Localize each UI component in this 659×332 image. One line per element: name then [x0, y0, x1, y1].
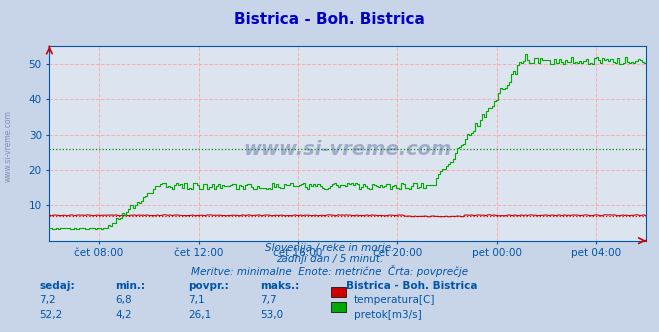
Text: pretok[m3/s]: pretok[m3/s]	[354, 310, 422, 320]
Text: 7,1: 7,1	[188, 295, 204, 305]
Text: Meritve: minimalne  Enote: metrične  Črta: povprečje: Meritve: minimalne Enote: metrične Črta:…	[191, 265, 468, 277]
Text: 53,0: 53,0	[260, 310, 283, 320]
Text: maks.:: maks.:	[260, 281, 300, 290]
Text: 6,8: 6,8	[115, 295, 132, 305]
Text: min.:: min.:	[115, 281, 146, 290]
Text: Bistrica - Boh. Bistrica: Bistrica - Boh. Bistrica	[346, 281, 478, 290]
Text: 7,7: 7,7	[260, 295, 277, 305]
Text: www.si-vreme.com: www.si-vreme.com	[243, 140, 452, 159]
Text: 26,1: 26,1	[188, 310, 211, 320]
Text: 7,2: 7,2	[40, 295, 56, 305]
Text: 4,2: 4,2	[115, 310, 132, 320]
Text: 52,2: 52,2	[40, 310, 63, 320]
Text: Bistrica - Boh. Bistrica: Bistrica - Boh. Bistrica	[234, 12, 425, 27]
Text: temperatura[C]: temperatura[C]	[354, 295, 436, 305]
Text: povpr.:: povpr.:	[188, 281, 229, 290]
Text: sedaj:: sedaj:	[40, 281, 75, 290]
Text: www.si-vreme.com: www.si-vreme.com	[3, 110, 13, 182]
Text: Slovenija / reke in morje.: Slovenija / reke in morje.	[265, 243, 394, 253]
Text: zadnji dan / 5 minut.: zadnji dan / 5 minut.	[276, 254, 383, 264]
